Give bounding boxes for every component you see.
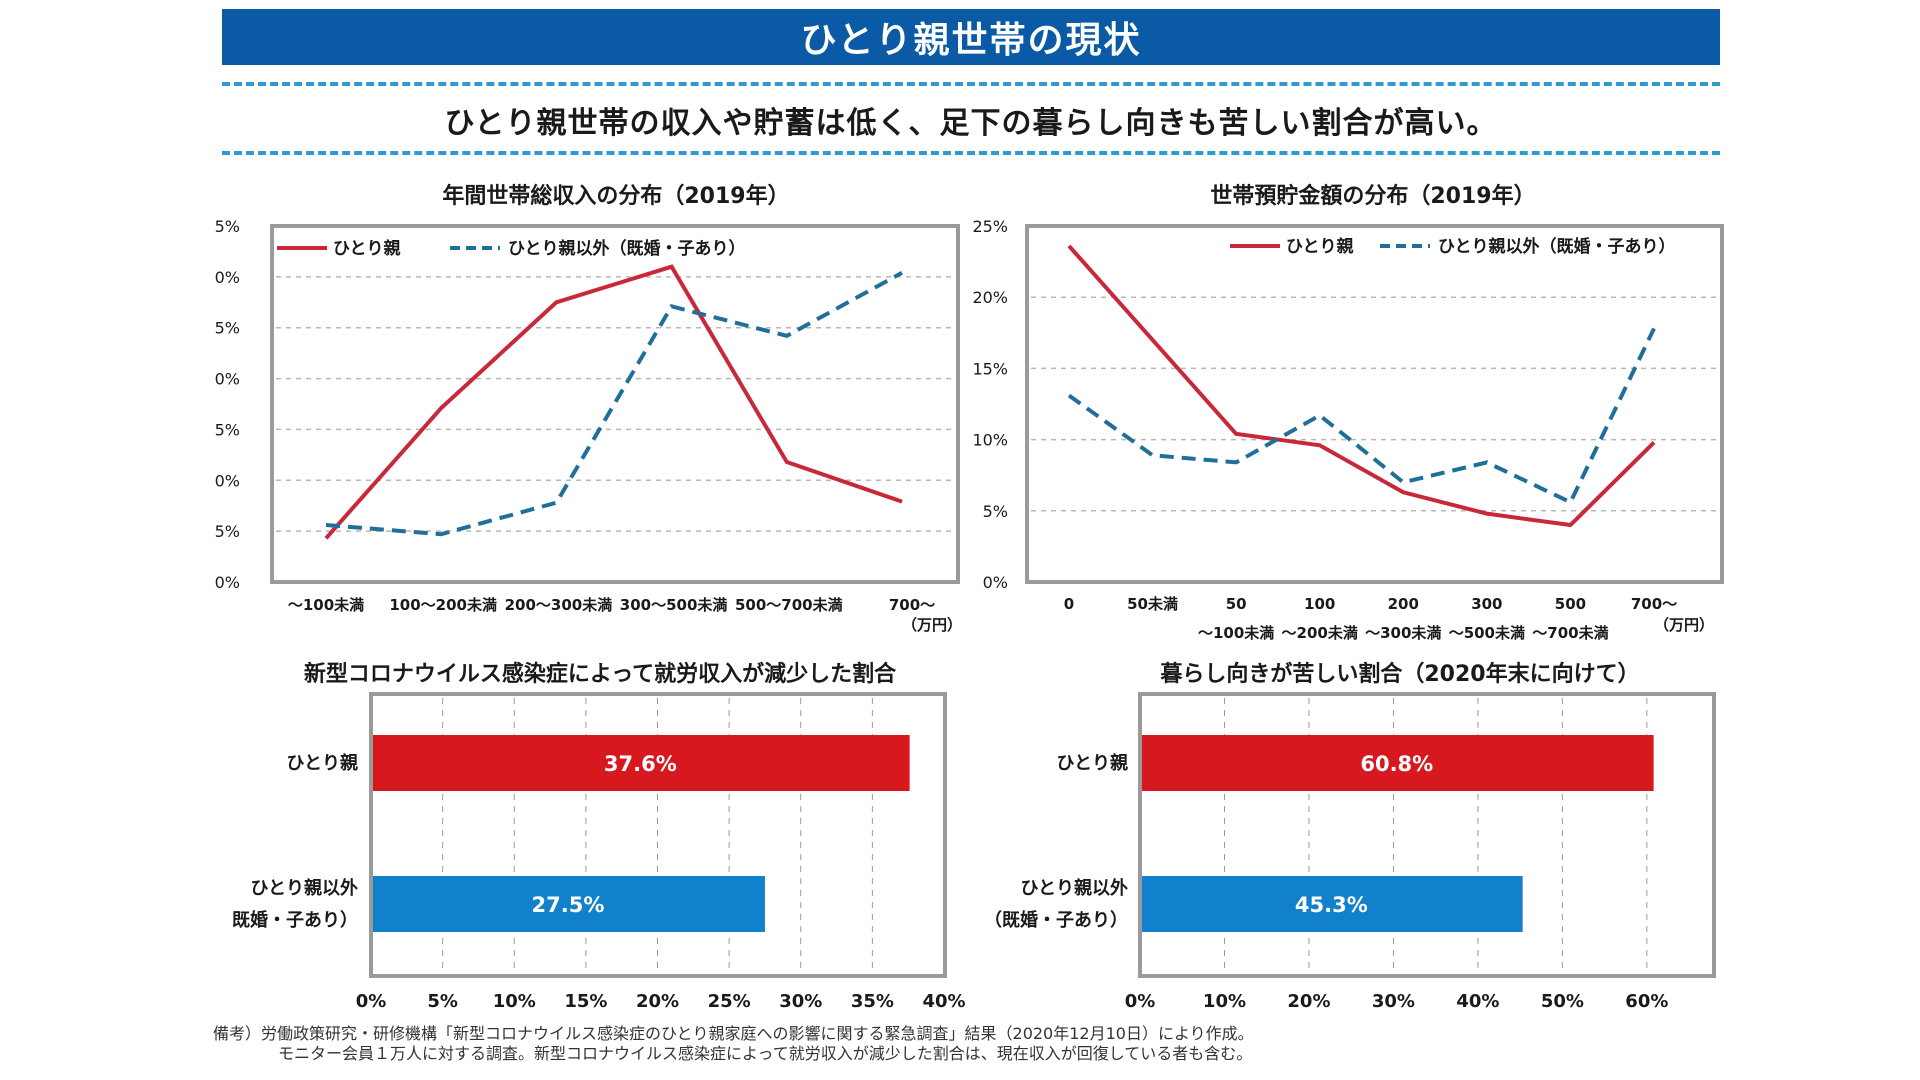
- x-tick-label: 10%: [1203, 991, 1246, 1012]
- y-tick-label: 0%: [215, 573, 240, 592]
- x-tick-label: 30%: [779, 991, 822, 1012]
- plot-frame: [1138, 692, 1716, 978]
- legend-label-other: ひとり親以外（既婚・子あり）: [508, 238, 746, 259]
- x-tick-label-range: ～500未満: [1449, 624, 1525, 642]
- x-tick-label: 500: [1555, 595, 1586, 613]
- legend-label-single-parent: ひとり親: [1286, 236, 1354, 257]
- x-tick-label: 500～700未満: [735, 596, 843, 614]
- series-line-single-parent: [324, 264, 903, 540]
- x-axis-unit: （万円）: [1654, 616, 1714, 634]
- category-label: （既婚・子あり）: [984, 909, 1128, 931]
- x-tick-label: 0%: [1125, 991, 1156, 1012]
- divider-top: [222, 82, 1720, 86]
- divider-bottom: [222, 151, 1720, 155]
- x-tick-label: 0%: [356, 991, 387, 1012]
- x-tick-label-range: ～100未満: [1198, 624, 1274, 642]
- x-tick-label: ～100未満: [288, 596, 364, 614]
- bar-single-parent: [1142, 735, 1654, 791]
- x-tick-label: 35%: [851, 991, 894, 1012]
- x-tick-label: 300: [1471, 595, 1502, 613]
- x-tick-label: 50: [1226, 595, 1247, 613]
- y-tick-label: 0%: [215, 471, 240, 490]
- x-tick-label: 300～500未満: [620, 596, 728, 614]
- plot-frame: [270, 224, 960, 584]
- x-tick-label: 100: [1304, 595, 1335, 613]
- x-tick-label: 50%: [1541, 991, 1584, 1012]
- x-tick-label: 700～: [889, 596, 935, 614]
- y-tick-label: 0%: [983, 573, 1008, 592]
- page-subtitle: ひとり親世帯の収入や貯蓄は低く、足下の暮らし向きも苦しい割合が高い。: [444, 106, 1498, 141]
- x-tick-label: 100～200未満: [389, 596, 497, 614]
- x-tick-label: 20%: [636, 991, 679, 1012]
- series-line-other: [1067, 327, 1656, 505]
- category-label: ひとり親以外: [251, 877, 358, 899]
- y-tick-label: 15%: [972, 359, 1008, 378]
- legend-label-single-parent: ひとり親: [333, 238, 401, 259]
- x-tick-label: 50未満: [1127, 595, 1178, 613]
- income-decrease-chart-title: 新型コロナウイルス感染症によって就労収入が減少した割合: [303, 662, 897, 687]
- bar-data-label: 60.8%: [1360, 752, 1433, 776]
- category-label: ひとり親以外: [1021, 877, 1128, 899]
- x-tick-label-range: ～200未満: [1282, 624, 1358, 642]
- page-title: ひとり親世帯の現状: [800, 20, 1142, 61]
- y-tick-label: 25%: [972, 217, 1008, 236]
- footnote-line-2: モニター会員１万人に対する調査。新型コロナウイルス感染症によって就労収入が減少し…: [278, 1044, 1253, 1063]
- y-tick-label: 5%: [983, 502, 1008, 521]
- y-tick-label: 5%: [215, 420, 240, 439]
- x-tick-label: 0: [1064, 595, 1074, 613]
- series-line-other: [325, 271, 903, 537]
- legend-label-other: ひとり親以外（既婚・子あり）: [1438, 236, 1676, 257]
- x-tick-label: 15%: [564, 991, 607, 1012]
- category-label: ひとり親: [287, 752, 358, 774]
- x-axis-unit: （万円）: [902, 616, 962, 634]
- x-tick-label-range: ～300未満: [1365, 624, 1441, 642]
- footnote-line-1: 備考）労働政策研究・研修機構「新型コロナウイルス感染症のひとり親家庭への影響に関…: [213, 1024, 1254, 1043]
- x-tick-label: 200～300未満: [505, 596, 613, 614]
- bar-single-parent: [373, 735, 910, 791]
- bar-other: [1142, 876, 1523, 932]
- bar-data-label: 27.5%: [532, 893, 605, 917]
- bar-data-label: 37.6%: [604, 752, 677, 776]
- bar-other: [373, 876, 765, 932]
- y-tick-label: 5%: [215, 217, 240, 236]
- y-tick-label: 20%: [972, 288, 1008, 307]
- y-tick-label: 0%: [215, 268, 240, 287]
- x-tick-label: 700～: [1631, 595, 1677, 613]
- income-chart-title: 年間世帯総収入の分布（2019年）: [442, 184, 790, 209]
- x-tick-label: 200: [1388, 595, 1419, 613]
- y-tick-label: 0%: [215, 370, 240, 389]
- hardship-chart-title: 暮らし向きが苦しい割合（2020年末に向けて）: [1160, 662, 1640, 687]
- x-tick-label: 10%: [493, 991, 536, 1012]
- bar-data-label: 45.3%: [1295, 893, 1368, 917]
- x-tick-label: 30%: [1372, 991, 1415, 1012]
- header-banner: ひとり親世帯の現状: [222, 9, 1720, 65]
- plot-frame: [369, 692, 947, 978]
- x-tick-label: 25%: [708, 991, 751, 1012]
- series-line-single-parent: [1067, 244, 1656, 528]
- x-tick-label: 5%: [427, 991, 458, 1012]
- plot-frame: [1025, 224, 1724, 584]
- x-tick-label: 40%: [1456, 991, 1499, 1012]
- category-label: 既婚・子あり）: [232, 909, 358, 931]
- savings-chart-title: 世帯預貯金額の分布（2019年）: [1210, 184, 1536, 209]
- x-tick-label: 20%: [1287, 991, 1330, 1012]
- y-tick-label: 5%: [215, 522, 240, 541]
- y-tick-label: 5%: [215, 319, 240, 338]
- y-tick-label: 10%: [972, 431, 1008, 450]
- x-tick-label: 60%: [1625, 991, 1668, 1012]
- x-tick-label: 40%: [922, 991, 965, 1012]
- x-tick-label-range: ～700未満: [1532, 624, 1608, 642]
- category-label: ひとり親: [1057, 752, 1128, 774]
